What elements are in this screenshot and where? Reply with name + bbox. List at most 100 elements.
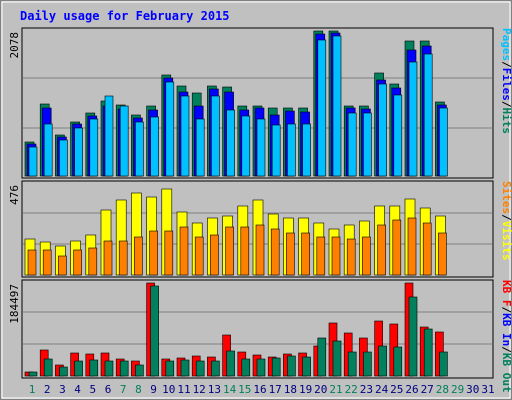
bar-pages-day-20 bbox=[317, 39, 327, 177]
bar-kb-out-day-27 bbox=[423, 328, 433, 377]
bar-sites-day-21 bbox=[331, 236, 341, 276]
bar-kb-out-day-4 bbox=[74, 360, 83, 377]
bar-sites-day-23 bbox=[362, 236, 371, 276]
legend-part-1-2: Files bbox=[500, 68, 512, 101]
bar-sites-day-22 bbox=[346, 238, 356, 276]
bar-kb-out-day-15 bbox=[241, 358, 251, 377]
day-label-14: 14 bbox=[223, 383, 237, 396]
bar-kb-out-day-5 bbox=[89, 359, 99, 377]
bar-sites-day-8 bbox=[134, 236, 143, 276]
bar-sites-day-28 bbox=[438, 232, 447, 276]
bar-kb-out-day-25 bbox=[393, 346, 403, 377]
legend-part-3-1: / bbox=[500, 307, 512, 314]
chart-title: Daily usage for February 2015 bbox=[20, 9, 230, 23]
day-label-21: 21 bbox=[329, 383, 342, 396]
bar-sites-day-17 bbox=[270, 228, 280, 276]
bar-pages-day-6 bbox=[104, 95, 114, 177]
bar-pages-day-28 bbox=[439, 107, 448, 177]
bar-sites-day-18 bbox=[286, 232, 295, 276]
day-label-5: 5 bbox=[89, 383, 96, 396]
bar-kb-out-day-17 bbox=[271, 357, 281, 377]
bar-kb-out-day-24 bbox=[378, 345, 387, 377]
legend-part-1-0: Pages bbox=[500, 28, 512, 61]
bar-kb-out-day-20 bbox=[317, 337, 327, 377]
bar-sites-day-25 bbox=[392, 219, 402, 276]
bar-pages-day-19 bbox=[302, 123, 311, 177]
bar-sites-day-2 bbox=[42, 249, 52, 276]
day-label-4: 4 bbox=[74, 383, 81, 396]
bar-sites-day-13 bbox=[210, 234, 219, 276]
day-label-16: 16 bbox=[253, 383, 266, 396]
bar-pages-day-9 bbox=[150, 116, 159, 177]
day-label-13: 13 bbox=[208, 383, 221, 396]
bar-kb-out-day-21 bbox=[332, 340, 342, 377]
bar-kb-out-day-16 bbox=[256, 358, 266, 377]
bar-pages-day-16 bbox=[256, 118, 266, 177]
bar-kb-out-day-28 bbox=[439, 351, 448, 377]
bar-sites-day-27 bbox=[422, 222, 432, 276]
day-label-12: 12 bbox=[193, 383, 206, 396]
bar-pages-day-1 bbox=[28, 146, 38, 177]
panel1-max-label: 2078 bbox=[8, 32, 21, 59]
day-label-22: 22 bbox=[345, 383, 358, 396]
bar-kb-out-day-9 bbox=[150, 285, 159, 377]
bar-pages-day-7 bbox=[119, 105, 129, 177]
bar-sites-day-11 bbox=[179, 226, 189, 276]
day-label-30: 30 bbox=[466, 383, 479, 396]
bar-sites-day-6 bbox=[103, 240, 113, 276]
bar-pages-day-12 bbox=[195, 118, 205, 177]
bar-pages-day-8 bbox=[135, 121, 144, 177]
panel3-max-label: 184497 bbox=[8, 284, 21, 324]
legend-part-1-4: Hits bbox=[500, 108, 512, 135]
day-label-1: 1 bbox=[29, 383, 36, 396]
bar-pages-day-2 bbox=[43, 123, 53, 177]
bar-kb-out-day-22 bbox=[347, 351, 357, 377]
bar-kb-out-day-19 bbox=[302, 356, 311, 377]
bar-sites-day-10 bbox=[164, 230, 174, 276]
bar-pages-day-18 bbox=[287, 123, 296, 177]
bars bbox=[24, 30, 448, 377]
bar-sites-day-9 bbox=[149, 230, 158, 276]
bar-pages-day-14 bbox=[226, 109, 235, 177]
bar-sites-day-15 bbox=[240, 226, 250, 276]
bar-kb-out-day-1 bbox=[28, 371, 38, 377]
bar-kb-out-day-2 bbox=[43, 358, 53, 377]
bar-kb-out-day-8 bbox=[135, 364, 144, 377]
bar-pages-day-25 bbox=[393, 94, 403, 177]
bar-pages-day-15 bbox=[241, 115, 251, 177]
legend-part-3-4: KB Out bbox=[500, 353, 512, 393]
day-label-24: 24 bbox=[375, 383, 389, 396]
day-label-17: 17 bbox=[269, 383, 282, 396]
bar-sites-day-7 bbox=[118, 240, 128, 276]
bar-sites-day-19 bbox=[301, 232, 310, 276]
bar-pages-day-24 bbox=[378, 83, 387, 177]
legend-part-3-2: KB In bbox=[500, 313, 512, 346]
bar-pages-day-17 bbox=[271, 124, 281, 177]
day-label-6: 6 bbox=[105, 383, 112, 396]
legend-part-2-0: Sites bbox=[500, 181, 512, 214]
bar-pages-day-4 bbox=[74, 127, 83, 177]
day-label-10: 10 bbox=[162, 383, 175, 396]
day-label-7: 7 bbox=[120, 383, 127, 396]
bar-sites-day-5 bbox=[88, 247, 98, 276]
day-label-20: 20 bbox=[314, 383, 327, 396]
day-label-23: 23 bbox=[360, 383, 373, 396]
bar-pages-day-5 bbox=[89, 118, 99, 177]
day-label-19: 19 bbox=[299, 383, 312, 396]
bar-kb-out-day-7 bbox=[119, 360, 129, 377]
bar-pages-day-27 bbox=[423, 53, 433, 177]
bar-pages-day-21 bbox=[332, 35, 342, 177]
bar-kb-out-day-6 bbox=[104, 360, 114, 377]
bar-sites-day-20 bbox=[316, 236, 326, 276]
bar-kb-out-day-13 bbox=[211, 360, 220, 377]
day-label-15: 15 bbox=[238, 383, 251, 396]
panel1-legend: Pages/Files/Hits bbox=[500, 28, 512, 134]
bar-sites-day-1 bbox=[27, 249, 37, 276]
panel2-max-label: 476 bbox=[8, 185, 21, 205]
bar-sites-day-12 bbox=[194, 236, 204, 276]
bar-kb-out-day-3 bbox=[59, 366, 68, 377]
bar-kb-out-day-10 bbox=[165, 360, 175, 377]
legend-part-2-2: Visits bbox=[500, 221, 512, 261]
